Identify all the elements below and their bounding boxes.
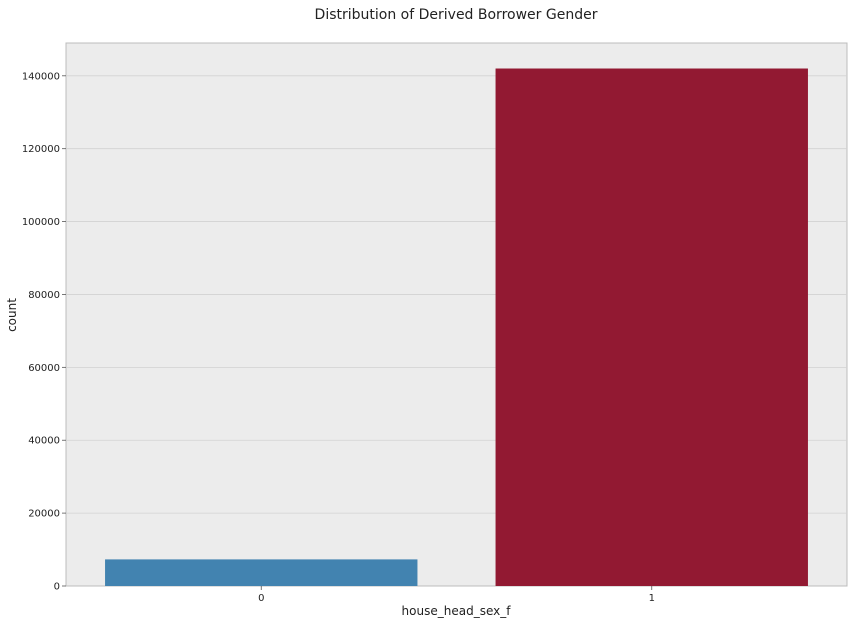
y-tick-label: 0 — [54, 582, 60, 593]
y-tick-label: 20000 — [28, 509, 60, 520]
bar-1 — [495, 68, 808, 586]
y-tick-label: 120000 — [22, 144, 60, 155]
y-tick-label: 40000 — [28, 436, 60, 447]
chart-title: Distribution of Derived Borrower Gender — [315, 7, 598, 23]
x-tick-label: 0 — [258, 593, 264, 604]
y-tick-label: 100000 — [22, 217, 60, 228]
bars — [105, 68, 808, 586]
y-tick-label: 140000 — [22, 71, 60, 82]
bar-0 — [105, 559, 418, 586]
y-axis: 0 20000 40000 60000 80000 100000 120000 140000 — [22, 71, 66, 593]
y-tick-label: 80000 — [28, 290, 60, 301]
y-tick-label: 60000 — [28, 363, 60, 374]
x-axis-label: house_head_sex_f — [402, 604, 512, 618]
y-axis-label: count — [5, 298, 19, 332]
x-tick-label: 1 — [649, 593, 655, 604]
